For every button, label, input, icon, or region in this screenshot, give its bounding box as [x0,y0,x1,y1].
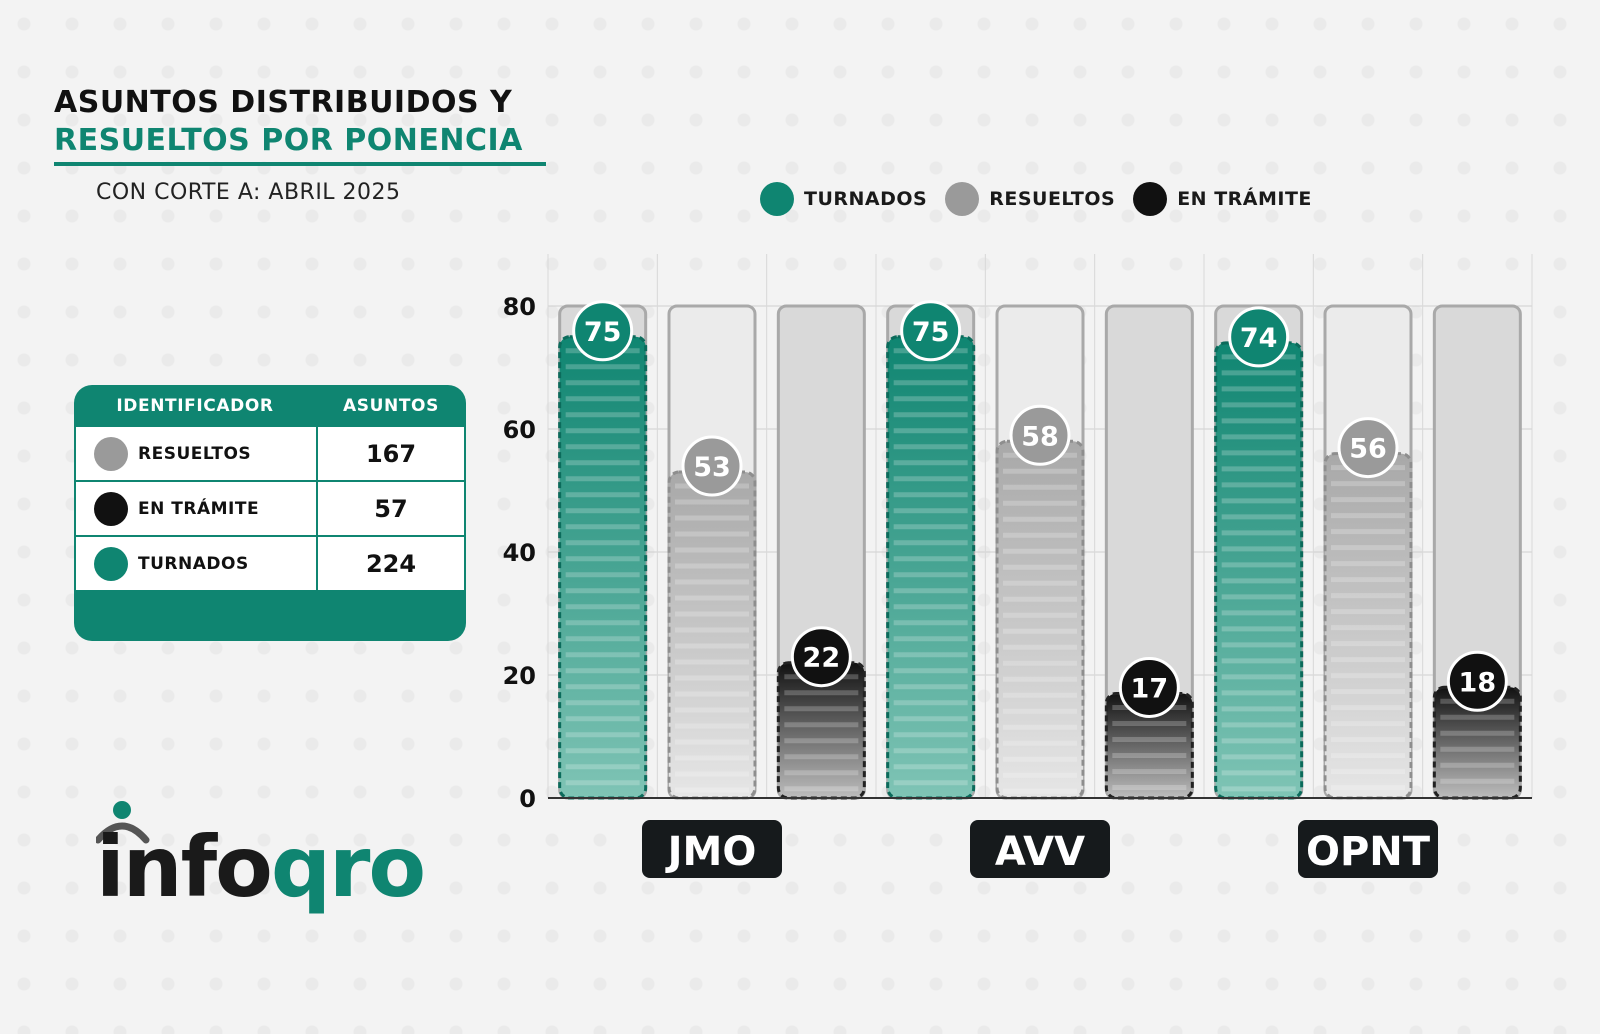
y-tick-label: 0 [519,785,536,813]
data-label: 18 [1459,667,1497,698]
data-label: 17 [1131,673,1169,704]
logo-person-icon [96,801,150,844]
table-header-identificador: IDENTIFICADOR [116,396,274,416]
bar-turnados-OPNT [1214,341,1304,800]
logo-wordmark: infoqro [96,818,426,916]
x-tick-label: AVV [995,829,1085,875]
row-value: 167 [365,439,417,468]
table-cell-label: EN TRÁMITE [76,482,318,535]
legend-item-turnados: TURNADOS [760,182,927,216]
data-label: 56 [1349,434,1387,465]
data-label-badge [900,300,962,362]
x-tick-label-box [642,820,782,878]
row-label: TURNADOS [138,553,249,574]
data-label-badge [790,626,852,688]
page-subtitle: CON CORTE A: ABRIL 2025 [96,180,401,205]
data-label-badge [1228,306,1290,368]
bar-resueltos-JMO [667,470,757,800]
data-label: 75 [584,317,622,348]
page-title-line2: RESUELTOS POR PONENCIA [54,123,523,158]
data-label: 53 [693,452,731,483]
chart-legend: TURNADOS RESUELTOS EN TRÁMITE [760,182,1312,216]
row-label: RESUELTOS [138,443,252,464]
table-header-asuntos: ASUNTOS [343,396,439,416]
table-body: RESUELTOS 167 EN TRÁMITE 57 TURNADOS 224 [76,427,464,592]
table-row: RESUELTOS 167 [76,427,464,482]
x-tick-label-box [1298,820,1438,878]
row-value: 57 [374,494,408,523]
data-label: 22 [803,643,841,674]
turnados-dot-icon [94,546,128,581]
page-title-line1: ASUNTOS DISTRIBUIDOS Y [54,85,513,120]
x-tick-label-box [970,820,1110,878]
y-tick-label: 40 [503,539,536,567]
table-row: EN TRÁMITE 57 [76,482,464,537]
data-label-badge [1337,417,1399,479]
resueltos-dot-icon [94,436,128,471]
y-tick-label: 80 [503,293,536,321]
legend-item-resueltos: RESUELTOS [945,182,1115,216]
title-underline [54,162,546,166]
logo-text-qro: qro [270,818,426,916]
bar-turnados-AVV [886,335,976,800]
data-label: 74 [1240,323,1278,354]
data-label: 58 [1021,421,1059,452]
table-cell-label: TURNADOS [76,537,318,590]
table-cell-label: RESUELTOS [76,427,318,480]
data-label-badge [1118,656,1180,718]
legend-swatch-turnados [760,182,794,216]
summary-table: IDENTIFICADOR ASUNTOS RESUELTOS 167 EN T… [74,385,466,641]
data-label-badge [1009,404,1071,466]
data-label: 75 [912,317,950,348]
legend-label-en-tramite: EN TRÁMITE [1177,188,1312,210]
data-label-badge [572,300,634,362]
legend-swatch-resueltos [945,182,980,216]
table-header: IDENTIFICADOR ASUNTOS [74,385,466,427]
y-tick-label: 60 [503,416,536,444]
legend-label-resueltos: RESUELTOS [989,188,1116,210]
y-tick-label: 20 [503,662,536,690]
infoqro-logo: infoqro [96,800,456,920]
row-label: EN TRÁMITE [138,498,260,519]
x-tick-label: OPNT [1306,829,1431,875]
title-block: ASUNTOS DISTRIBUIDOS Y RESUELTOS POR PON… [54,84,554,166]
logo-text-info: info [96,818,273,916]
table-row: TURNADOS 224 [76,537,464,592]
data-label-badge [681,435,743,497]
legend-swatch-en-tramite [1133,182,1168,216]
legend-label-turnados: TURNADOS [804,188,928,210]
legend-item-en-tramite: EN TRÁMITE [1133,182,1312,216]
x-tick-label: JMO [665,829,757,875]
bar-turnados-JMO [558,335,648,800]
row-value: 224 [365,549,417,578]
data-label-badge [1446,650,1508,712]
en-tramite-dot-icon [94,491,128,526]
